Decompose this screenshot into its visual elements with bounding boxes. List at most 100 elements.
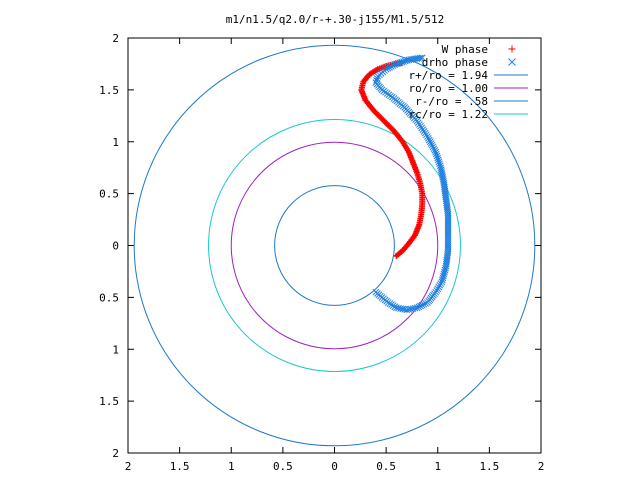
marker-stroke (418, 301, 426, 309)
reference-circle (208, 119, 461, 372)
drho-phase-point (389, 62, 397, 70)
marker-stroke (372, 79, 380, 86)
marker-stroke (437, 166, 445, 173)
drho-phase-point (439, 274, 447, 282)
drho-phase-point (435, 158, 443, 166)
marker-stroke (439, 176, 447, 183)
drho-phase-point (386, 64, 393, 71)
marker-stroke (429, 143, 437, 151)
y-tick-label: 2 (112, 447, 119, 460)
marker-stroke (440, 272, 447, 280)
x-tick-label: 2 (538, 460, 545, 473)
y-tick-label: 1 (112, 136, 119, 149)
drho-phase-point (434, 156, 442, 164)
drho-phase-point (417, 302, 424, 310)
drho-phase-point (393, 60, 400, 68)
marker-stroke (439, 274, 447, 282)
drho-phase-point (441, 266, 449, 274)
reference-circle (230, 141, 439, 350)
marker-stroke (373, 77, 380, 84)
drho-phase-point (437, 164, 445, 172)
drho-phase-point (373, 75, 381, 82)
marker-stroke (398, 58, 406, 66)
y-tick-label: 2 (112, 32, 119, 45)
chart-title: m1/n1.5/q2.0/r-+.30-j155/M1.5/512 (226, 13, 445, 26)
legend-label: rc/ro = 1.22 (409, 108, 488, 121)
drho-phase-point (437, 166, 445, 173)
marker-stroke (403, 306, 411, 314)
marker-stroke (373, 75, 381, 82)
legend-label: W phase (442, 43, 488, 56)
marker-stroke (508, 58, 516, 66)
y-tick-label: 0.5 (99, 188, 119, 201)
reference-circle (274, 185, 395, 306)
marker-stroke (401, 57, 409, 65)
marker-stroke (424, 134, 432, 142)
drho-phase-point (434, 154, 441, 162)
marker-stroke (433, 152, 441, 160)
drho-phase-point (400, 58, 407, 65)
y-tick-label: 1.5 (99, 84, 119, 97)
marker-stroke (438, 170, 446, 177)
axis-ticks: 2 1.5 1 0.5 0 0.5 1 1.5 221.510.500.511.52 (99, 32, 544, 473)
marker-stroke (411, 304, 419, 312)
marker-stroke (425, 136, 433, 144)
marker-stroke (386, 64, 393, 71)
marker-stroke (394, 59, 402, 67)
x-tick-label: 1.5 (170, 460, 190, 473)
x-tick-label: 0.5 (376, 460, 396, 473)
drho-phase-point (425, 136, 433, 144)
drho-phase-point (411, 304, 419, 312)
x-tick-label: 0 (331, 460, 338, 473)
marker-stroke (434, 156, 442, 164)
marker-stroke (409, 305, 417, 312)
drho-phase-point (382, 65, 390, 73)
marker-stroke (439, 276, 446, 284)
drho-phase-point (424, 134, 432, 142)
legend-swatch (508, 45, 516, 53)
marker-stroke (426, 138, 434, 146)
marker-stroke (389, 62, 397, 70)
legend-label: ro/ro = 1.00 (409, 82, 488, 95)
drho-phase-point (398, 58, 406, 66)
drho-phase-point (420, 300, 428, 308)
marker-stroke (439, 172, 446, 179)
drho-phase-point (394, 59, 402, 67)
data-points (358, 54, 452, 314)
marker-stroke (440, 177, 447, 185)
y-tick-label: 1.5 (99, 395, 119, 408)
marker-stroke (396, 59, 404, 67)
marker-stroke (440, 270, 448, 278)
drho-phase-point (384, 64, 392, 72)
drho-phase-point (430, 145, 438, 153)
drho-phase-point (416, 54, 424, 62)
drho-phase-point (438, 278, 446, 286)
marker-stroke (436, 160, 443, 168)
marker-stroke (427, 140, 435, 147)
marker-stroke (435, 158, 443, 166)
x-tick-label: 1.5 (479, 460, 499, 473)
marker-stroke (393, 60, 400, 68)
marker-stroke (391, 61, 399, 69)
drho-phase-point (372, 79, 380, 86)
marker-stroke (440, 181, 448, 189)
drho-phase-point (436, 160, 443, 168)
drho-phase-point (418, 301, 426, 309)
drho-phase-point (428, 141, 436, 149)
drho-phase-point (436, 162, 444, 170)
marker-stroke (441, 266, 449, 274)
marker-stroke (418, 54, 426, 62)
marker-stroke (428, 141, 436, 149)
marker-stroke (431, 147, 439, 154)
marker-stroke (400, 58, 407, 65)
marker-stroke (416, 54, 424, 62)
marker-stroke (432, 150, 440, 158)
marker-stroke (387, 63, 395, 70)
drho-phase-point (432, 148, 440, 156)
marker-stroke (382, 65, 390, 73)
drho-phase-point (426, 138, 434, 146)
legend-label: drho phase (422, 56, 488, 69)
drho-phase-point (391, 61, 399, 69)
marker-stroke (430, 145, 438, 153)
